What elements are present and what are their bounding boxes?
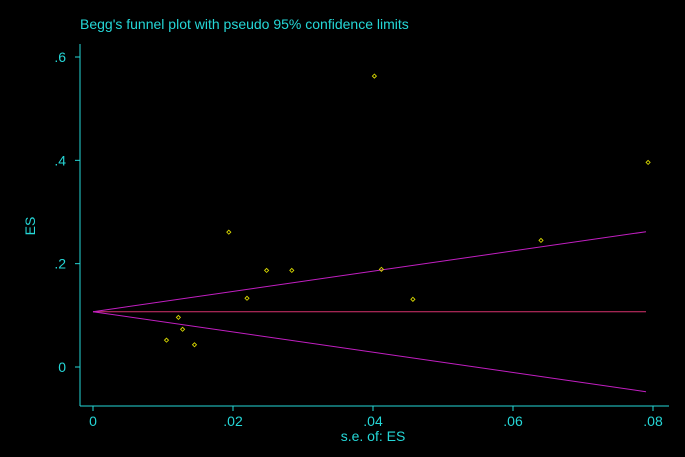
data-point-marker [538, 237, 544, 244]
x-tick-label: .02 [223, 413, 243, 429]
y-tick-label: .4 [54, 152, 66, 168]
y-tick-label: .2 [54, 256, 66, 272]
x-axis-label: s.e. of: ES [341, 428, 406, 444]
chart-title: Begg's funnel plot with pseudo 95% confi… [80, 16, 409, 32]
x-tick-label: .04 [363, 413, 383, 429]
data-point-marker [289, 267, 295, 274]
x-tick-label: .08 [643, 413, 663, 429]
y-tick-label: .6 [54, 49, 66, 65]
upper-confidence-limit-line [92, 231, 647, 313]
data-point-marker [163, 337, 170, 343]
data-point-marker [645, 159, 651, 166]
lower-confidence-limit-line [92, 311, 647, 393]
data-point-marker [175, 314, 182, 321]
y-tick-label: 0 [58, 359, 66, 375]
x-tick-label: 0 [89, 413, 97, 429]
data-point-marker [263, 267, 270, 274]
data-point-marker [226, 229, 232, 235]
data-point-marker [244, 295, 250, 301]
x-tick-label: .06 [503, 413, 523, 429]
y-axis-label: ES [22, 217, 38, 236]
data-point-marker [378, 266, 385, 272]
data-point-marker [179, 326, 186, 332]
data-point-marker [371, 73, 378, 79]
data-point-marker [410, 296, 416, 302]
data-point-marker [191, 342, 198, 348]
